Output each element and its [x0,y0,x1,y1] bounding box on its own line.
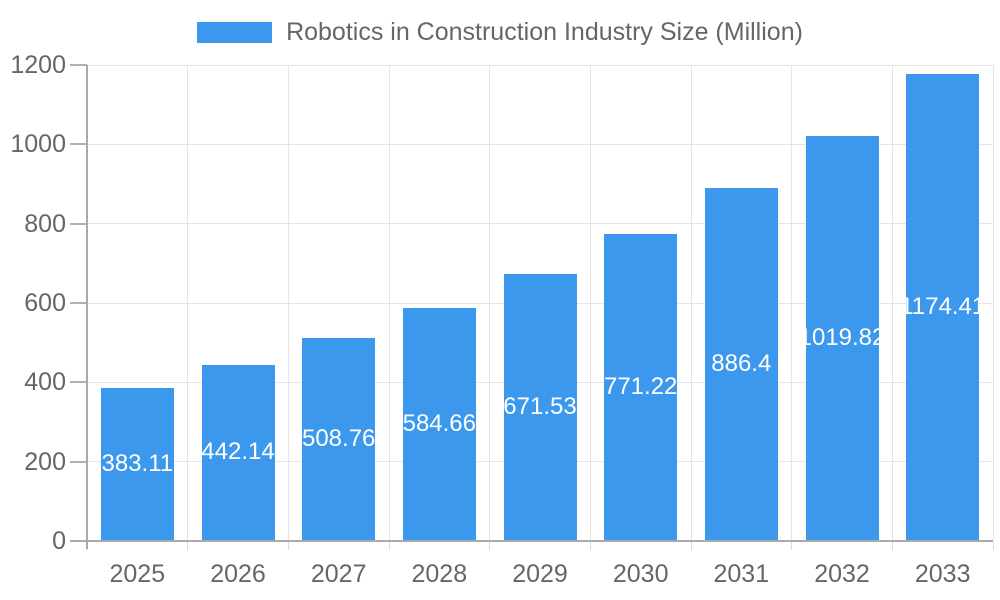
y-tick-label: 1000 [10,130,66,159]
bar: 1174.41 [906,74,980,540]
bar-value-label: 1019.82 [806,323,879,351]
x-axis-tick [388,542,390,550]
v-gridline [287,65,289,541]
bar: 671.53 [503,273,577,540]
y-axis-tick [70,460,87,463]
y-tick-label: 400 [24,368,66,397]
legend-swatch-icon [197,22,273,43]
x-tick-label: 2029 [512,560,568,588]
bar-value-label: 584.66 [402,410,476,438]
x-axis-tick [489,542,491,550]
x-tick-label: 2026 [210,560,266,588]
x-axis-tick [187,542,189,550]
x-axis-line [70,540,993,542]
x-tick-label: 2028 [411,560,468,588]
y-tick-label: 200 [24,447,66,476]
bar-value-label: 508.76 [302,425,376,453]
y-tick-label: 600 [24,289,66,317]
bar: 886.4 [704,188,778,540]
v-gridline [992,65,994,541]
legend[interactable]: Robotics in Construction Industry Size (… [0,18,1000,46]
x-axis-tick [891,542,893,550]
v-gridline [791,65,793,541]
y-axis-tick [70,222,87,225]
h-gridline [87,64,993,66]
x-tick-label: 2031 [713,560,770,588]
v-gridline [489,65,491,541]
legend-label: Robotics in Construction Industry Size (… [286,18,803,46]
h-gridline [87,143,993,145]
y-axis-tick [70,64,87,66]
h-gridline [87,223,993,225]
bar-value-label: 671.53 [503,392,577,420]
x-tick-label: 2032 [814,560,870,588]
v-gridline [187,65,189,541]
bar: 1019.82 [805,135,879,540]
bar-value-label: 442.14 [201,438,275,466]
bar: 771.22 [604,234,678,540]
bar-value-label: 383.11 [101,450,174,477]
bar-value-label: 1174.41 [906,293,980,321]
x-tick-label: 2030 [612,560,669,588]
x-tick-label: 2027 [310,560,367,588]
bar-value-label: 886.4 [711,350,772,378]
bar-value-label: 771.22 [604,373,678,401]
x-axis-tick [287,542,289,550]
v-gridline [388,65,390,541]
x-axis-tick [690,542,692,550]
bar: 508.76 [302,338,376,540]
x-tick-label: 2033 [914,560,971,588]
v-gridline [690,65,692,541]
y-axis-tick [70,381,87,384]
v-gridline [891,65,893,541]
y-axis-tick [70,143,87,146]
y-axis-line [86,65,88,549]
x-axis-tick [992,542,994,550]
x-axis-tick [589,542,591,550]
y-tick-label: 800 [24,209,66,238]
v-gridline [589,65,591,541]
y-axis-tick [70,302,87,304]
y-tick-label: 1200 [10,51,66,79]
x-tick-label: 2025 [109,560,166,588]
x-axis-tick [791,542,793,550]
bar: 383.11 [100,388,174,540]
y-tick-label: 0 [52,527,66,555]
bar: 442.14 [201,364,275,540]
bar: 584.66 [402,308,476,540]
